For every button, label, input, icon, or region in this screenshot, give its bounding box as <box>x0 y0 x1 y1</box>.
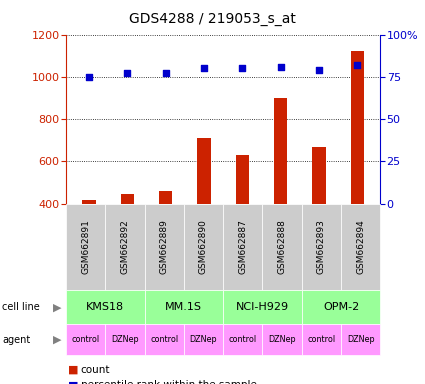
Text: control: control <box>71 335 99 344</box>
Point <box>239 65 246 71</box>
Text: ▶: ▶ <box>53 335 62 345</box>
Text: DZNep: DZNep <box>268 335 296 344</box>
Text: DZNep: DZNep <box>111 335 139 344</box>
Bar <box>82 200 96 204</box>
Bar <box>274 98 287 204</box>
Text: GSM662890: GSM662890 <box>199 219 208 274</box>
Text: NCI-H929: NCI-H929 <box>236 302 289 312</box>
Text: GSM662889: GSM662889 <box>160 219 169 274</box>
Bar <box>159 192 172 204</box>
Bar <box>235 155 249 204</box>
Text: KMS18: KMS18 <box>86 302 124 312</box>
Text: ■: ■ <box>68 380 79 384</box>
Text: control: control <box>150 335 178 344</box>
Text: GSM662887: GSM662887 <box>238 219 247 274</box>
Bar <box>312 147 326 204</box>
Point <box>85 74 92 80</box>
Text: ■: ■ <box>68 365 79 375</box>
Text: GSM662892: GSM662892 <box>120 219 129 274</box>
Text: GSM662894: GSM662894 <box>356 219 365 274</box>
Point <box>277 64 284 70</box>
Text: MM.1S: MM.1S <box>165 302 202 312</box>
Point <box>162 70 169 76</box>
Text: GSM662891: GSM662891 <box>81 219 90 274</box>
Point <box>316 67 323 73</box>
Text: DZNep: DZNep <box>190 335 217 344</box>
Text: control: control <box>229 335 257 344</box>
Point <box>354 62 361 68</box>
Text: GSM662888: GSM662888 <box>278 219 286 274</box>
Text: cell line: cell line <box>2 302 40 312</box>
Bar <box>121 194 134 204</box>
Point <box>201 65 207 71</box>
Text: DZNep: DZNep <box>347 335 374 344</box>
Point <box>124 70 130 76</box>
Text: GDS4288 / 219053_s_at: GDS4288 / 219053_s_at <box>129 12 296 25</box>
Text: ▶: ▶ <box>53 302 62 312</box>
Text: control: control <box>307 335 335 344</box>
Text: percentile rank within the sample: percentile rank within the sample <box>81 380 257 384</box>
Text: GSM662893: GSM662893 <box>317 219 326 274</box>
Text: count: count <box>81 365 110 375</box>
Text: agent: agent <box>2 335 30 345</box>
Bar <box>351 51 364 204</box>
Text: OPM-2: OPM-2 <box>323 302 359 312</box>
Bar <box>197 138 211 204</box>
